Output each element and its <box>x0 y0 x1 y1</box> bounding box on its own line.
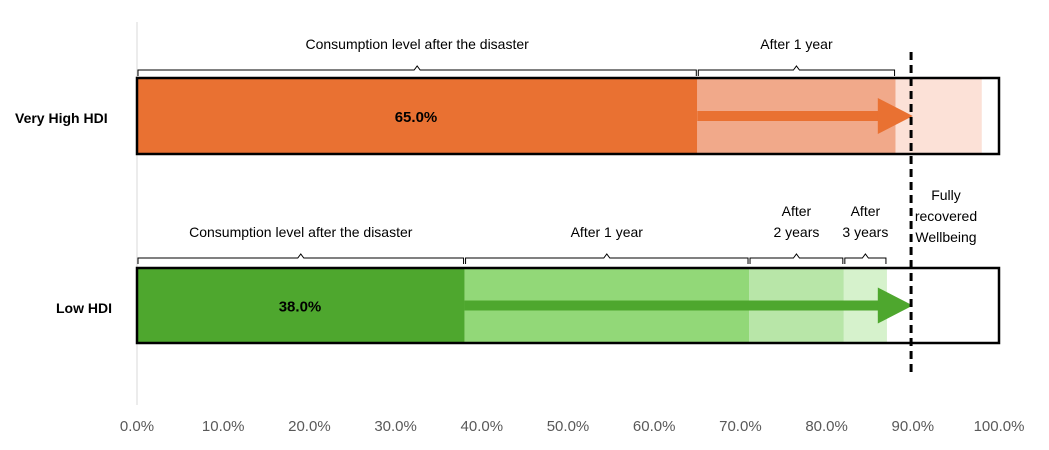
x-tick-label: 40.0% <box>461 418 504 435</box>
x-tick-label: 100.0% <box>974 418 1025 435</box>
annotation-label: After <box>782 203 812 219</box>
annotations-layer: Consumption level after the disaster Afte… <box>137 36 977 264</box>
arrow-head <box>877 287 913 324</box>
annotation-label: 3 years <box>842 224 888 240</box>
x-tick-label: 70.0% <box>719 418 762 435</box>
bar-frame <box>135 266 1001 345</box>
arrow-shaft <box>464 300 879 311</box>
recovered-label: Fully <box>931 187 961 203</box>
arrow-shaft <box>697 111 879 121</box>
bars-layer: Very High HDI 65.0% Low HDI 38.0% <box>15 76 1001 345</box>
annotation-bracket <box>697 65 896 76</box>
x-tick-label: 0.0% <box>120 418 154 435</box>
category-label: Very High HDI <box>15 110 108 126</box>
annotation-label: 2 years <box>773 224 819 240</box>
annotation-label: After <box>851 203 881 219</box>
value-label: 38.0% <box>279 299 322 316</box>
value-label: 65.0% <box>395 109 438 126</box>
bar-0: Very High HDI 65.0% <box>15 76 1001 156</box>
recovered-label: Wellbeing <box>915 229 976 245</box>
annotation-label: After 1 year <box>760 36 833 52</box>
x-tick-label: 50.0% <box>547 418 590 435</box>
bar-1: Low HDI 38.0% <box>56 266 1001 345</box>
annotation-bracket <box>137 253 465 264</box>
annotation-label: After 1 year <box>571 224 644 240</box>
x-tick-label: 10.0% <box>202 418 245 435</box>
annotation-bracket <box>465 253 749 264</box>
recovered-label: recovered <box>915 208 977 224</box>
bar-frame <box>135 76 1001 156</box>
x-axis-ticks: 0.0% 10.0% 20.0% 30.0% 40.0% 50.0% 60.0% 70.0% 8… <box>120 418 1025 435</box>
bar-segment <box>137 78 698 154</box>
annotation-label: Consumption level after the disaster <box>305 36 529 52</box>
annotation-bracket <box>749 253 844 264</box>
annotation-bracket <box>137 65 697 76</box>
arrow-head <box>877 98 913 134</box>
x-tick-label: 80.0% <box>805 418 848 435</box>
x-tick-label: 20.0% <box>288 418 331 435</box>
annotation-label: Consumption level after the disaster <box>189 224 413 240</box>
x-tick-label: 60.0% <box>633 418 676 435</box>
category-label: Low HDI <box>56 300 112 316</box>
bar-segment <box>137 268 465 343</box>
annotation-bracket <box>844 253 887 264</box>
x-tick-label: 30.0% <box>374 418 417 435</box>
x-tick-label: 90.0% <box>892 418 935 435</box>
